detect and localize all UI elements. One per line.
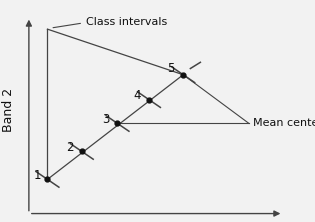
Text: Mean centers: Mean centers bbox=[253, 118, 315, 129]
Text: 5: 5 bbox=[168, 62, 175, 75]
Text: 2: 2 bbox=[66, 141, 73, 154]
Text: 3: 3 bbox=[102, 113, 109, 126]
Text: 4: 4 bbox=[133, 89, 141, 101]
Text: 1: 1 bbox=[34, 169, 41, 182]
Text: Band 2: Band 2 bbox=[3, 88, 15, 132]
Text: Class intervals: Class intervals bbox=[86, 17, 167, 27]
